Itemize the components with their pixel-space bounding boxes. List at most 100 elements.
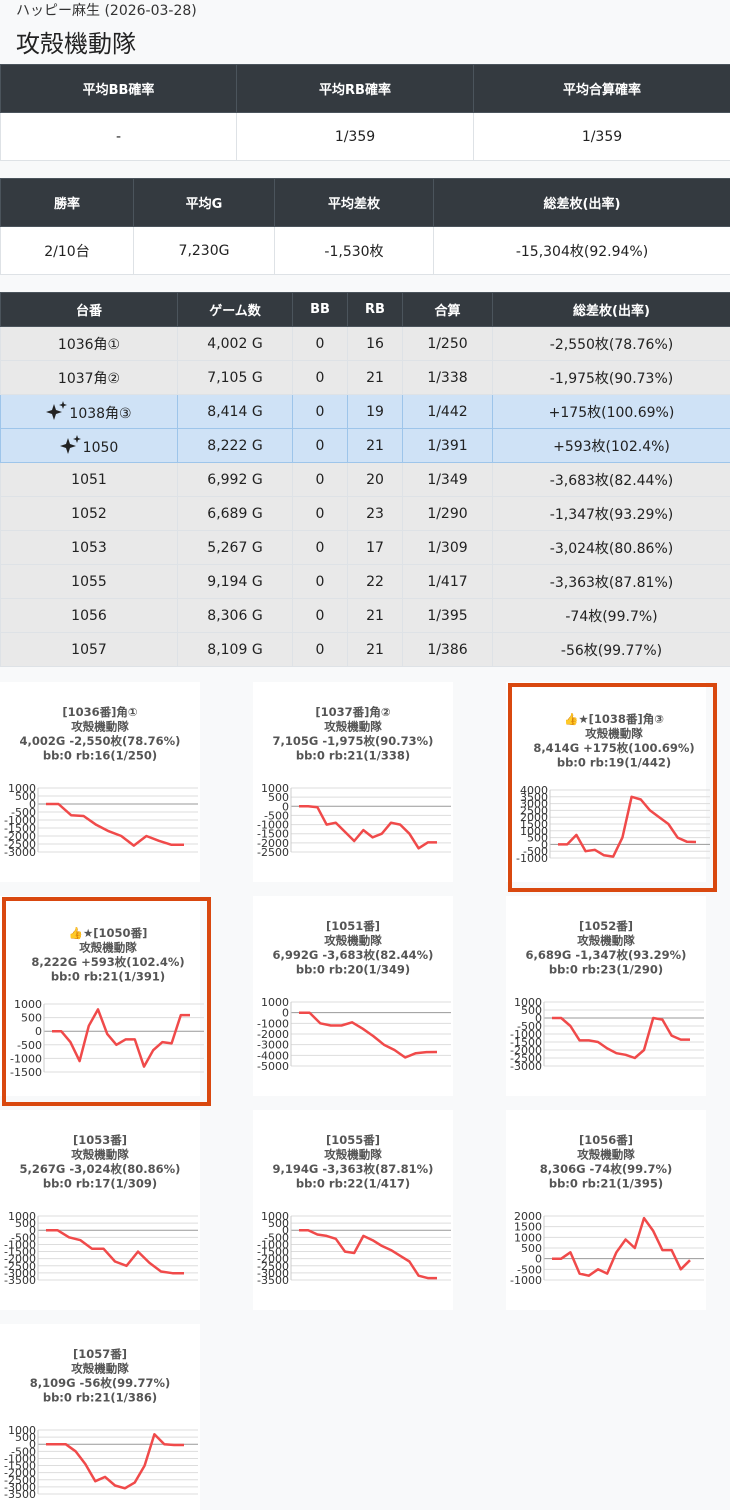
table-cell: 8,414 G: [177, 394, 293, 429]
y-tick-label: 500: [268, 1217, 289, 1230]
table-cell: -3,363枚(87.81%): [492, 564, 730, 599]
cell-text: 1/359: [334, 128, 376, 145]
chart-card: [506, 896, 706, 1096]
chart-title-line: [1036番]角①: [62, 705, 137, 719]
y-tick-label: -1500: [510, 1036, 542, 1049]
y-tick-label: -1500: [257, 828, 289, 841]
y-tick-label: -1000: [257, 1017, 289, 1030]
line-series: [558, 795, 697, 858]
cell-text: 23: [366, 505, 384, 522]
y-tick-label: -500: [17, 1039, 42, 1052]
table-row: 1053 5,267 G 0 17 1/309 -3,024枚(80.86%): [0, 530, 730, 565]
y-tick-label: -1000: [4, 1452, 36, 1465]
table-row: 1050 8,222 G 0 21 1/391 +593枚(102.4%): [0, 428, 730, 463]
cell-text: 7,230G: [178, 242, 230, 259]
chart-title-line: 攻殻機動隊: [79, 941, 137, 955]
column-header: BB: [292, 292, 348, 327]
y-tick-label: -3000: [4, 1267, 36, 1280]
y-tick-label: -2500: [4, 838, 36, 851]
chart-card: [0, 896, 200, 1096]
y-tick-label: -500: [11, 1231, 36, 1244]
table-row: 1037角② 7,105 G 0 21 1/338 -1,975枚(90.73%): [0, 360, 730, 395]
chart-title-line: 👍★[1038番]角③: [564, 712, 664, 726]
table-cell: -3,683枚(82.44%): [492, 462, 730, 497]
chart-title-line: 8,306G -74枚(99.7%): [540, 1162, 673, 1176]
chart-title-line: 6,689G -1,347枚(93.29%): [526, 948, 687, 962]
table-cell: 21: [347, 632, 403, 667]
y-tick-label: 1000: [261, 1210, 289, 1223]
table-cell: 1057: [0, 632, 178, 667]
chart-title-line: bb:0 rb:21(1/386): [43, 1391, 157, 1405]
y-tick-label: -4000: [257, 1049, 289, 1062]
table-cell: 21: [347, 360, 403, 395]
cell-text: 1/338: [427, 369, 468, 386]
cell-text: 0: [315, 437, 325, 454]
cell-text: 4,002 G: [207, 335, 263, 352]
cell-text: -2,550枚(78.76%): [549, 336, 674, 353]
column-header: RB: [347, 292, 403, 327]
table-row: 1057 8,109 G 0 21 1/386 -56枚(99.77%): [0, 632, 730, 667]
chart-title-line: [1037番]角②: [315, 705, 390, 719]
table-cell: 1050: [0, 428, 178, 463]
table-cell: 1/417: [402, 564, 493, 599]
table-cell: -1,975枚(90.73%): [492, 360, 730, 395]
header-row: 平均BB確率 平均RB確率 平均合算確率: [0, 64, 730, 113]
sparkle-icon: [46, 400, 68, 420]
y-tick-label: 0: [541, 838, 548, 851]
line-series: [46, 1433, 184, 1490]
cell-text: 1/359: [581, 128, 623, 145]
column-header: 勝率: [0, 178, 134, 227]
y-tick-label: -3500: [4, 1274, 36, 1287]
cell-text: -56枚(99.77%): [560, 642, 663, 659]
cell-text: +175枚(100.69%): [548, 404, 675, 421]
chart-title-line: 攻殻機動隊: [585, 727, 643, 741]
y-tick-label: 500: [521, 1242, 542, 1255]
header-row: 台番 ゲーム数 BB RB 合算 総差枚(出率): [0, 292, 730, 327]
line-series: [46, 1228, 184, 1275]
table-cell: 0: [292, 632, 348, 667]
cell-text: 1050: [82, 440, 119, 456]
table-cell: 6,992 G: [177, 462, 293, 497]
table-cell: +175枚(100.69%): [492, 394, 730, 429]
table-row: 1056 8,306 G 0 21 1/395 -74枚(99.7%): [0, 598, 730, 633]
table-cell: -15,304枚(92.94%): [433, 226, 730, 275]
cell-text: 8,109 G: [207, 641, 263, 658]
table-cell: 1/386: [402, 632, 493, 667]
cell-text: 1053: [71, 539, 107, 556]
column-header: ゲーム数: [177, 292, 293, 327]
table-cell: 0: [292, 428, 348, 463]
table-cell: 7,105 G: [177, 360, 293, 395]
y-tick-label: 1000: [14, 998, 42, 1011]
y-tick-label: 500: [15, 790, 36, 803]
table-cell: 0: [292, 530, 348, 565]
cell-text: -15,304枚(92.94%): [515, 243, 649, 260]
line-series: [46, 802, 184, 847]
line-series: [299, 1011, 438, 1059]
chart-title-line: 攻殻機動隊: [71, 720, 129, 734]
cell-text: -1,975枚(90.73%): [549, 370, 674, 387]
chart-title-line: bb:0 rb:16(1/250): [43, 749, 157, 763]
chart-card: [506, 1110, 706, 1310]
y-tick-label: 1500: [514, 1221, 542, 1234]
cell-text: 1052: [71, 505, 107, 522]
cell-text: 1/442: [427, 403, 468, 420]
y-tick-label: -1000: [257, 1238, 289, 1251]
line-series: [552, 1216, 691, 1277]
table-cell: 0: [292, 598, 348, 633]
cell-text: -3,683枚(82.44%): [549, 472, 674, 489]
y-tick-label: 0: [29, 1438, 36, 1451]
cell-text: 1/391: [427, 437, 468, 454]
table-row: 1055 9,194 G 0 22 1/417 -3,363枚(87.81%): [0, 564, 730, 599]
y-tick-label: 500: [521, 1004, 542, 1017]
table-cell: 8,222 G: [177, 428, 293, 463]
y-tick-label: -3500: [257, 1274, 289, 1287]
chart-title-line: [1051番]: [326, 919, 380, 933]
cell-text: 1/395: [427, 607, 468, 624]
line-series: [299, 1228, 437, 1280]
table-cell: 1055: [0, 564, 178, 599]
cell-text: -: [115, 128, 122, 145]
table-cell: 0: [292, 394, 348, 429]
column-header: 平均BB確率: [0, 64, 237, 113]
chart-title-line: [1053番]: [73, 1133, 127, 1147]
column-header: 台番: [0, 292, 178, 327]
